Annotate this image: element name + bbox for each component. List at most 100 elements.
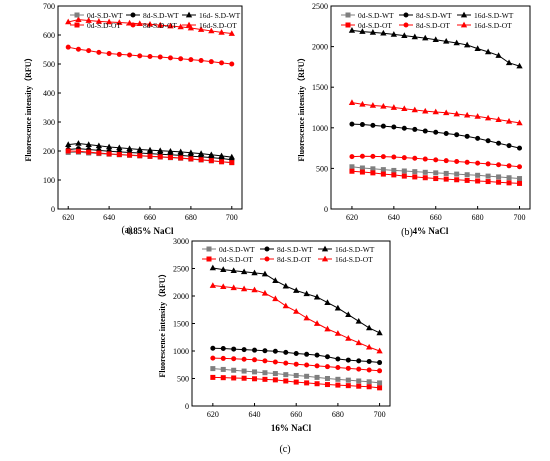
data-point (496, 140, 502, 146)
data-point (370, 170, 376, 176)
x-tick-label: 640 (103, 213, 115, 222)
data-point (366, 367, 372, 373)
data-point (116, 144, 123, 151)
y-axis-label: Fluorescence intensity（RFU） (157, 269, 167, 377)
data-point (433, 129, 439, 135)
data-point (454, 171, 460, 177)
data-point (411, 33, 418, 40)
data-point (283, 349, 289, 355)
data-point (377, 368, 383, 374)
legend-label: 0d-S.D-OT (358, 21, 392, 30)
data-point (349, 154, 355, 160)
data-point (369, 29, 377, 35)
data-point (272, 377, 278, 383)
data-point (283, 378, 289, 384)
data-point (391, 124, 397, 130)
x-axis-label: 0.85% NaCl (127, 226, 174, 236)
legend-entry: 8d-S.D-WT (260, 245, 313, 254)
data-point (228, 153, 235, 160)
y-tick-label: 2500 (312, 2, 328, 11)
data-point (208, 59, 214, 65)
legend-entry: 0d-S.D-OT (202, 255, 253, 264)
legend-label: 16d-S.D-OT (199, 21, 237, 30)
data-point (86, 48, 92, 54)
data-point (313, 293, 321, 300)
data-point (356, 378, 362, 384)
data-point (178, 155, 184, 161)
data-point (359, 100, 366, 107)
legend-label: 16d-S.D-WT (474, 11, 514, 20)
data-point (366, 358, 372, 364)
series-line (351, 123, 520, 149)
data-point (178, 56, 184, 62)
y-tick-label: 3000 (173, 237, 189, 246)
data-point (272, 359, 278, 365)
y-tick-label: 400 (43, 89, 55, 98)
data-point (443, 170, 449, 176)
data-point (197, 26, 205, 32)
legend-entry: 16d-S.D-WT (318, 245, 375, 254)
y-tick-label: 1000 (173, 347, 189, 356)
data-point (324, 299, 331, 305)
data-point (157, 147, 164, 154)
data-point (380, 171, 386, 177)
data-point (86, 149, 92, 155)
data-point (241, 347, 247, 353)
data-point (485, 138, 491, 144)
data-point (380, 102, 387, 109)
data-point (464, 177, 470, 183)
data-point (230, 267, 237, 274)
legend-marker (206, 246, 212, 252)
data-point (314, 363, 320, 369)
data-point (390, 104, 397, 110)
data-point (377, 380, 383, 386)
data-point (506, 143, 512, 149)
x-tick-label: 700 (226, 213, 238, 222)
panel-label: (c) (279, 444, 290, 455)
data-point (359, 169, 365, 175)
data-point (422, 34, 429, 41)
data-point (282, 302, 289, 309)
legend-label: 16d-S.D-WT (335, 245, 375, 254)
x-tick-label: 620 (62, 213, 74, 222)
data-point (188, 57, 194, 63)
data-point (485, 173, 491, 179)
data-point (293, 350, 299, 356)
data-point (210, 355, 216, 361)
data-point (517, 164, 523, 170)
series-4 (349, 168, 523, 186)
data-point (251, 269, 258, 276)
series-line (212, 267, 380, 334)
data-point (506, 163, 512, 169)
series-6 (65, 16, 235, 36)
data-point (391, 154, 397, 160)
data-point (105, 18, 113, 25)
data-point (334, 330, 342, 336)
data-point (356, 358, 362, 364)
data-point (146, 20, 154, 27)
data-point (313, 320, 321, 326)
data-point (475, 135, 481, 141)
data-point (137, 153, 143, 159)
data-point (293, 379, 299, 385)
legend-entry: 0d-S.D-OT (341, 21, 392, 30)
x-axis-label: 4% NaCl (413, 226, 449, 236)
legend-label: 16d- S.D-WT (199, 11, 241, 20)
data-point (516, 119, 523, 126)
x-axis-label: 16% NaCl (271, 423, 312, 433)
x-tick-label: 680 (472, 213, 484, 222)
data-point (359, 28, 366, 34)
legend-label: 0d-S.D-WT (219, 245, 255, 254)
data-point (335, 365, 341, 370)
data-point (252, 369, 258, 375)
data-point (177, 23, 184, 30)
legend-label: 8d-S.D-WT (143, 11, 179, 20)
plot-frame (330, 5, 531, 210)
legend-marker (130, 12, 136, 18)
data-point (401, 155, 407, 161)
y-tick-label: 700 (43, 2, 55, 11)
data-point (65, 141, 72, 147)
legend-marker (345, 12, 351, 18)
x-tick-label: 640 (388, 213, 400, 222)
data-point (209, 264, 216, 271)
